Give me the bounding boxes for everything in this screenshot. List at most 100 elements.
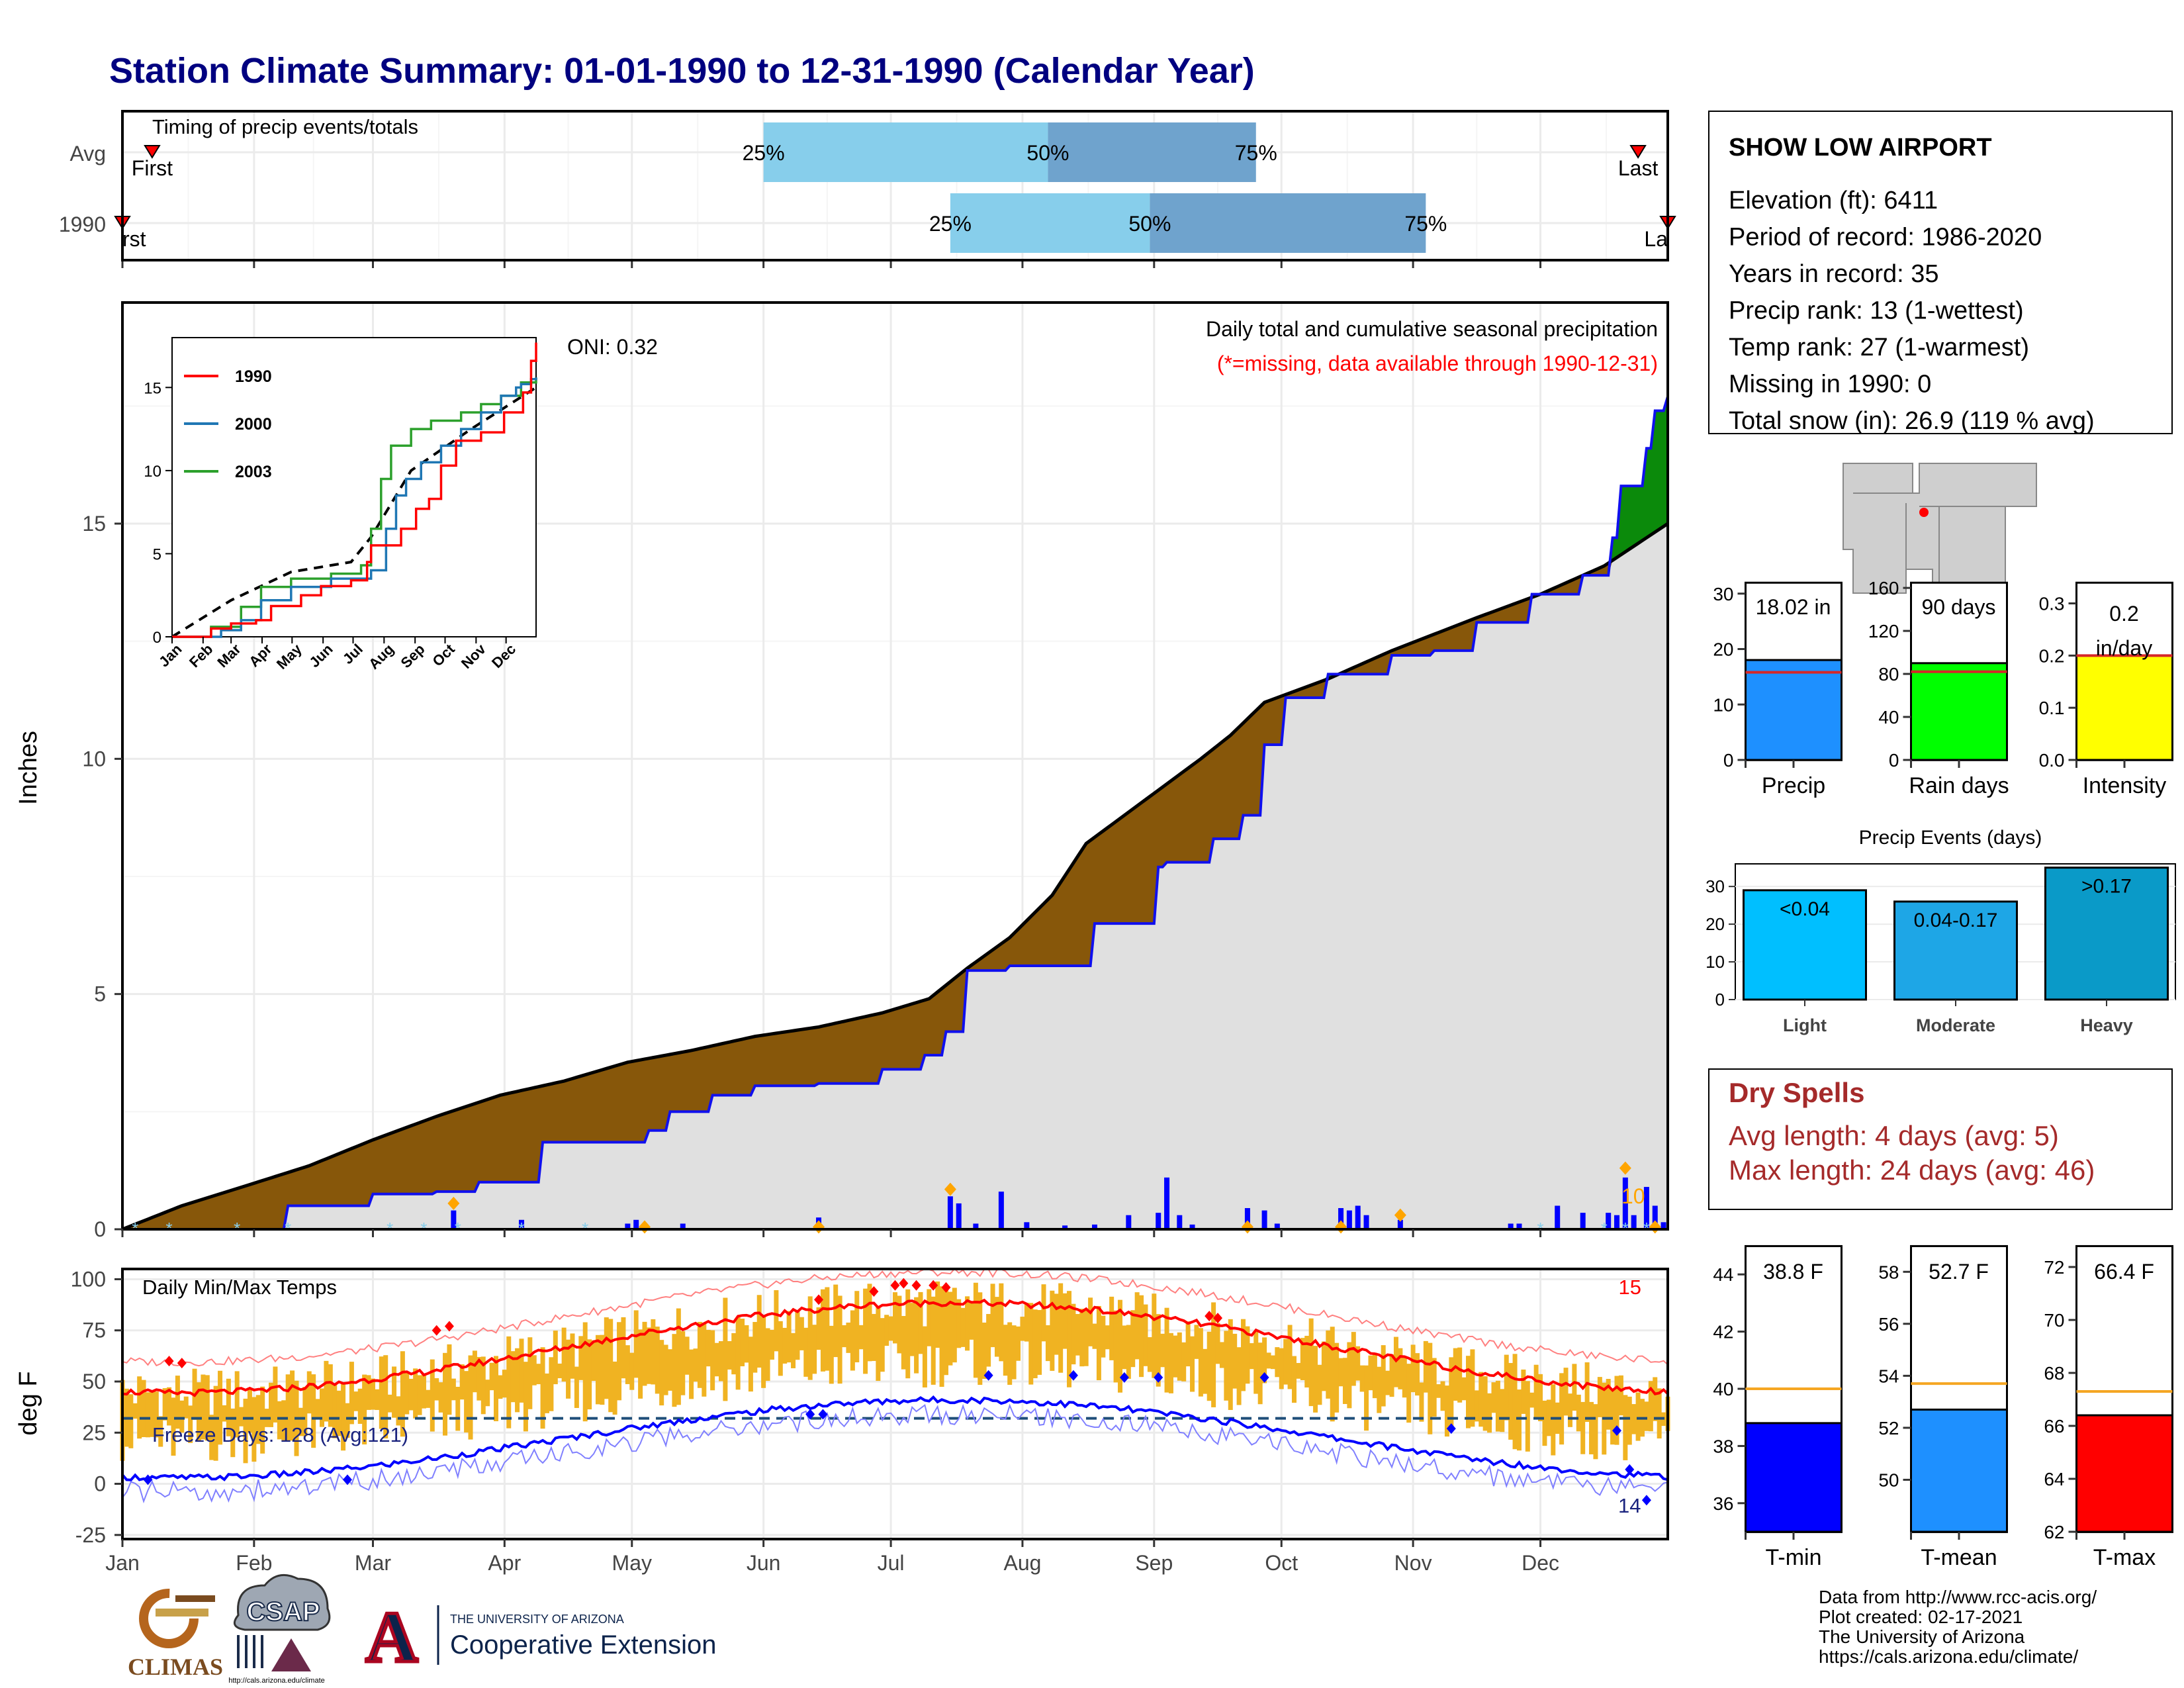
daily-temp-bar <box>1423 1340 1428 1393</box>
daily-temp-bar <box>952 1288 957 1363</box>
daily-temp-bar <box>1440 1381 1445 1411</box>
daily-temp-bar <box>1500 1389 1505 1432</box>
record-low-marker <box>342 1474 352 1485</box>
dry-spells-box: Dry Spells Avg length: 4 days (avg: 5) M… <box>1708 1068 2173 1210</box>
inset-ytick-label: 5 <box>153 545 161 563</box>
daily-temp-bar <box>128 1394 134 1448</box>
daily-temp-bar <box>1257 1342 1263 1405</box>
daily-temp-bar <box>697 1321 702 1388</box>
daily-temp-bar <box>863 1288 868 1374</box>
daily-temp-bar <box>1313 1346 1318 1413</box>
daily-temp-bar <box>1041 1284 1046 1342</box>
tmean-ytick-label: 56 <box>1878 1314 1899 1335</box>
record-high-marker <box>890 1280 900 1291</box>
daily-temp-bar <box>515 1348 520 1413</box>
inset-ytick-label: 15 <box>144 379 161 397</box>
daily-temp-bar <box>188 1405 193 1443</box>
daily-temp-bar <box>1253 1331 1259 1394</box>
daily-temp-bar <box>714 1342 719 1377</box>
daily-temp-bar <box>345 1403 350 1438</box>
daily-temp-bar <box>1016 1326 1021 1361</box>
daily-temp-bar <box>914 1297 919 1374</box>
daily-temp-bar <box>285 1374 291 1441</box>
temp-ytick-label: 0 <box>94 1472 106 1496</box>
daily-temp-bar <box>1563 1368 1569 1416</box>
missing-note: (*=missing, data available through 1990-… <box>1217 352 1658 375</box>
daily-temp-bar <box>604 1317 609 1399</box>
daily-temp-bar <box>820 1289 825 1372</box>
daily-temp-bar <box>132 1403 138 1419</box>
month-label: Jul <box>878 1551 905 1575</box>
timing-bar-q50-q75 <box>1048 122 1256 182</box>
intensity-ytick-label: 0.0 <box>2039 750 2065 771</box>
daily-temp-bar <box>459 1364 465 1400</box>
daily-temp-bar <box>400 1351 405 1437</box>
daily-temp-bar <box>553 1331 558 1385</box>
daily-temp-bar <box>659 1340 664 1406</box>
last-event-label: Last <box>1618 156 1659 180</box>
daily-temp-bar <box>205 1375 210 1441</box>
daily-temp-bar <box>251 1397 257 1462</box>
daily-precip-bar <box>1631 1215 1637 1229</box>
record-low-marker <box>1154 1372 1163 1383</box>
daily-temp-bar <box>260 1386 265 1454</box>
precip-events-title: Precip Events (days) <box>1859 827 2042 849</box>
daily-temp-bar <box>1567 1393 1572 1427</box>
daily-temp-bar <box>846 1322 851 1353</box>
daily-temp-bar <box>956 1299 962 1348</box>
daily-temp-bar <box>247 1387 252 1433</box>
record-high-marker <box>899 1278 909 1289</box>
events-bar-label: 0.04-0.17 <box>1914 910 1998 931</box>
daily-temp-bar <box>523 1362 528 1432</box>
daily-temp-bar <box>1203 1348 1208 1394</box>
daily-temp-bar <box>927 1289 932 1346</box>
daily-temp-bar <box>1381 1345 1386 1407</box>
daily-precip-bar <box>518 1219 524 1229</box>
page-title: Station Climate Summary: 01-01-1990 to 1… <box>109 51 1255 91</box>
daily-precip-bar <box>1156 1213 1161 1229</box>
snow-event-marker <box>944 1182 956 1196</box>
snow-event-marker <box>1619 1161 1631 1175</box>
cold-days-count: 14 <box>1618 1494 1641 1517</box>
daily-precip-bar <box>1643 1187 1649 1229</box>
daily-temp-bar <box>167 1387 172 1426</box>
precip-ylabel: Inches <box>15 731 42 805</box>
daily-temp-bar <box>1479 1372 1484 1427</box>
daily-temp-bar <box>1330 1327 1335 1422</box>
daily-temp-bar <box>986 1313 991 1367</box>
daily-temp-bar <box>1610 1389 1615 1445</box>
daily-temp-bar <box>527 1337 533 1409</box>
daily-temp-bar <box>905 1289 911 1379</box>
daily-temp-bar <box>1542 1400 1547 1446</box>
station-info-line: Temp rank: 27 (1-warmest) <box>1729 334 2029 361</box>
daily-temp-bar <box>744 1325 749 1363</box>
daily-temp-bar <box>1071 1303 1076 1365</box>
daily-temp-bar <box>888 1316 893 1341</box>
daily-temp-bar <box>918 1291 923 1354</box>
daily-temp-bar <box>1419 1382 1424 1422</box>
tmin-ytick-label: 38 <box>1713 1436 1733 1456</box>
precip-total-axis-label: Precip <box>1762 773 1825 798</box>
daily-temp-bar <box>1466 1356 1471 1429</box>
month-label: Jan <box>105 1551 140 1575</box>
daily-temp-bar <box>1606 1379 1611 1430</box>
daily-precip-bar <box>1126 1215 1132 1229</box>
daily-temp-bar <box>909 1303 915 1356</box>
daily-temp-bar <box>1398 1348 1403 1389</box>
daily-temp-bar <box>994 1297 999 1357</box>
daily-temp-bar <box>1491 1382 1496 1413</box>
daily-temp-bar <box>353 1391 359 1411</box>
last-event-label: La <box>1644 227 1668 251</box>
month-label: Apr <box>488 1551 521 1575</box>
record-high-marker <box>164 1356 174 1367</box>
csap-wordmark: CSAP <box>246 1597 320 1626</box>
daily-precip-bar <box>1091 1224 1097 1229</box>
tmean-axis-label: T-mean <box>1921 1545 1997 1570</box>
month-label: Mar <box>355 1551 391 1575</box>
daily-temp-bar <box>1181 1342 1187 1382</box>
rain-days-ytick-label: 80 <box>1878 664 1899 684</box>
daily-temp-bar <box>999 1283 1004 1362</box>
daily-temp-bar <box>561 1327 567 1382</box>
avg-min-line <box>121 1395 1668 1481</box>
